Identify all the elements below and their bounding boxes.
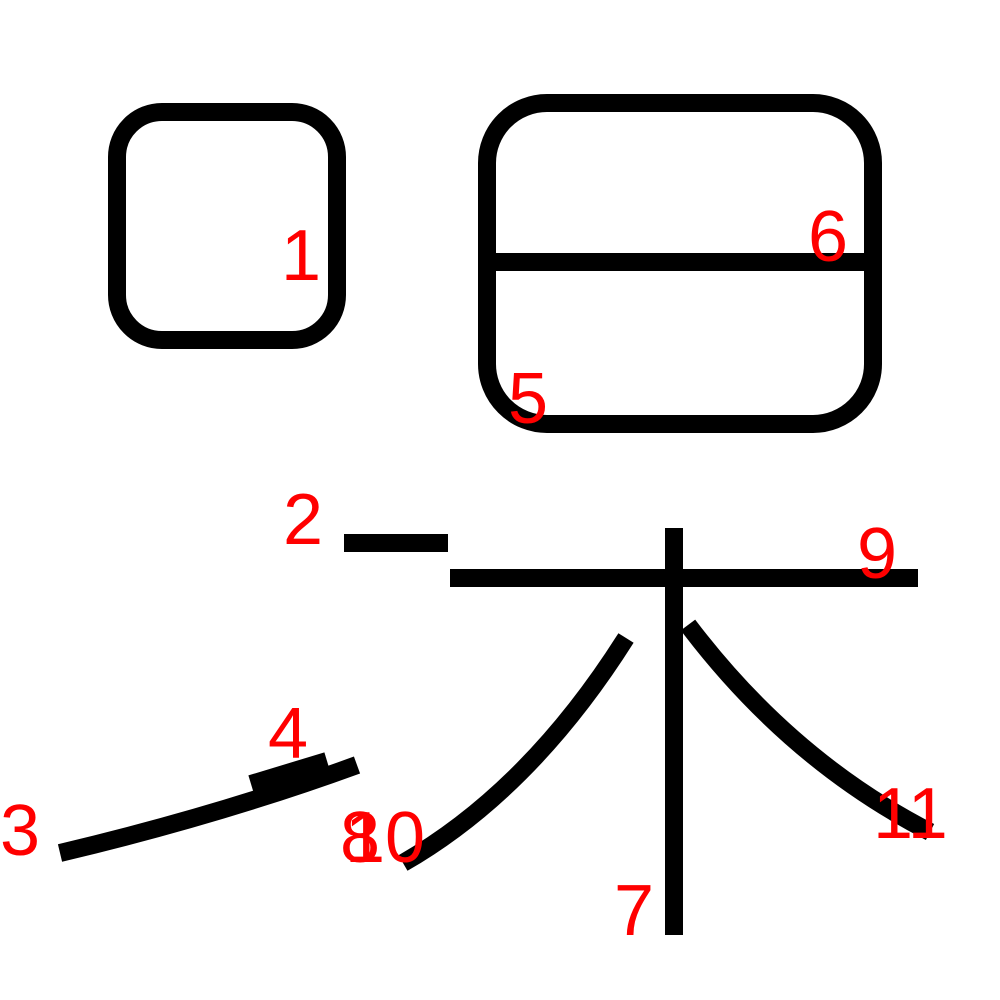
stroke-number-5: 5 — [508, 359, 548, 439]
stroke-left-falling — [398, 633, 634, 871]
stroke-small-square — [108, 103, 346, 349]
stroke-rising — [57, 756, 361, 862]
stroke-number-2: 2 — [283, 480, 323, 560]
stroke-number-10: 10 — [345, 798, 425, 878]
stroke-number-6: 6 — [808, 197, 848, 277]
stroke-number-4: 4 — [268, 694, 308, 774]
stroke-number-1: 1 — [281, 216, 321, 296]
stroke-number-9: 9 — [857, 514, 897, 594]
stroke-number-11: 11 — [873, 774, 948, 854]
stroke-number-8: 8 — [340, 798, 380, 878]
stroke-number-3: 3 — [0, 791, 40, 871]
stroke-rising-tick — [248, 752, 330, 793]
stroke-right-falling — [680, 619, 935, 841]
stroke-number-7: 7 — [614, 871, 654, 951]
